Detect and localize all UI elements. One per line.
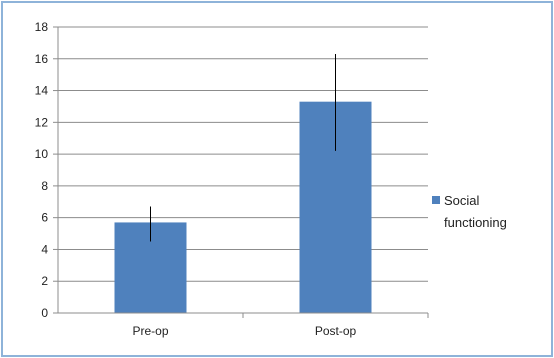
- y-tick-label: 2: [41, 274, 48, 288]
- error-bars: [150, 54, 336, 242]
- y-tick-label: 16: [35, 52, 49, 66]
- x-tick-label: Pre-op: [132, 324, 168, 338]
- legend-label-line-2: functioning: [444, 215, 507, 230]
- y-tick-label: 12: [35, 115, 49, 129]
- y-tick-label: 14: [35, 84, 49, 98]
- legend-label-line-1: Social: [444, 193, 480, 208]
- y-tick-label: 4: [41, 242, 48, 256]
- legend: Social functioning: [432, 193, 507, 230]
- y-tick-label: 0: [41, 306, 48, 320]
- y-tick-label: 10: [35, 147, 49, 161]
- gridlines: [58, 26, 428, 282]
- x-axis: Pre-op Post-op: [58, 312, 429, 338]
- legend-swatch: [432, 196, 440, 204]
- y-tick-label: 6: [41, 211, 48, 225]
- y-tick-label: 18: [35, 20, 49, 34]
- y-tick-label: 8: [41, 179, 48, 193]
- y-axis: 0 2 4 6 8 10 12 14 16 18: [35, 20, 59, 320]
- x-tick-label: Post-op: [315, 324, 357, 338]
